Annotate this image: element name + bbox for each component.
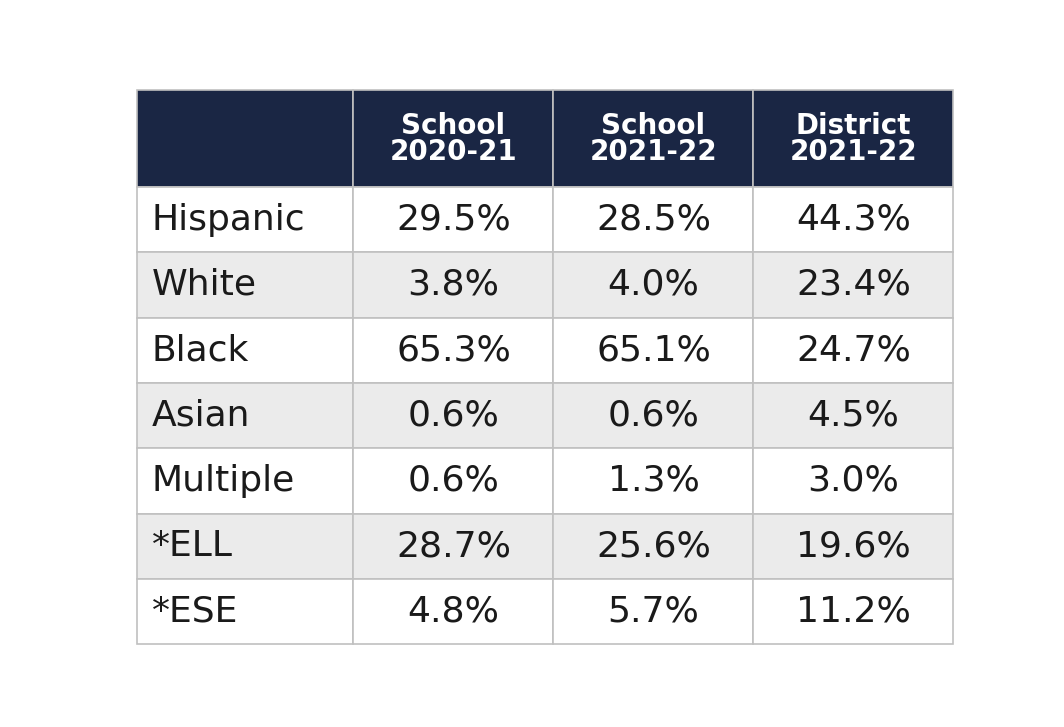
Bar (353, 513, 553, 579)
Bar (353, 90, 553, 187)
Text: *ESE: *ESE (152, 595, 238, 629)
Text: 0.6%: 0.6% (608, 398, 699, 433)
Text: 44.3%: 44.3% (796, 203, 911, 237)
Text: 25.6%: 25.6% (596, 529, 711, 563)
Text: 5.7%: 5.7% (608, 595, 699, 629)
Bar (137, 449, 353, 513)
Text: 1.3%: 1.3% (608, 464, 699, 498)
Text: 0.6%: 0.6% (408, 398, 499, 433)
Bar (353, 449, 553, 513)
Text: 2021-22: 2021-22 (589, 138, 717, 166)
Text: 65.3%: 65.3% (396, 333, 511, 367)
Bar (553, 513, 753, 579)
Bar (753, 252, 953, 318)
Text: 29.5%: 29.5% (396, 203, 511, 237)
Text: 65.1%: 65.1% (596, 333, 711, 367)
Text: 4.5%: 4.5% (808, 398, 899, 433)
Bar (353, 579, 553, 644)
Text: 24.7%: 24.7% (796, 333, 911, 367)
Text: 11.2%: 11.2% (796, 595, 911, 629)
Bar (137, 252, 353, 318)
Text: District: District (796, 112, 911, 140)
Text: 23.4%: 23.4% (796, 268, 911, 302)
Text: 3.0%: 3.0% (808, 464, 899, 498)
Bar (353, 252, 553, 318)
Text: Hispanic: Hispanic (152, 203, 305, 237)
Bar (137, 90, 353, 187)
Bar (753, 449, 953, 513)
Text: 19.6%: 19.6% (796, 529, 911, 563)
Bar (753, 579, 953, 644)
Bar (753, 383, 953, 449)
Bar (753, 187, 953, 252)
Bar (753, 513, 953, 579)
Bar (553, 579, 753, 644)
Text: 28.5%: 28.5% (596, 203, 711, 237)
Bar (753, 90, 953, 187)
Bar (353, 383, 553, 449)
Text: Multiple: Multiple (152, 464, 295, 498)
Bar (137, 187, 353, 252)
Bar (137, 513, 353, 579)
Text: Black: Black (152, 333, 249, 367)
Text: 4.8%: 4.8% (408, 595, 499, 629)
Bar (553, 187, 753, 252)
Text: 2021-22: 2021-22 (789, 138, 917, 166)
Text: School: School (601, 112, 705, 140)
Text: Asian: Asian (152, 398, 250, 433)
Text: 0.6%: 0.6% (408, 464, 499, 498)
Bar (553, 90, 753, 187)
Text: School: School (401, 112, 505, 140)
Bar (553, 318, 753, 383)
Bar (353, 187, 553, 252)
Bar (137, 383, 353, 449)
Text: *ELL: *ELL (152, 529, 233, 563)
Bar (753, 318, 953, 383)
Text: 3.8%: 3.8% (408, 268, 499, 302)
Bar (553, 252, 753, 318)
Bar (553, 383, 753, 449)
Bar (137, 579, 353, 644)
Bar (137, 318, 353, 383)
Text: 2020-21: 2020-21 (389, 138, 517, 166)
Text: White: White (152, 268, 257, 302)
Text: 4.0%: 4.0% (608, 268, 699, 302)
Bar (353, 318, 553, 383)
Bar (553, 449, 753, 513)
Text: 28.7%: 28.7% (396, 529, 511, 563)
